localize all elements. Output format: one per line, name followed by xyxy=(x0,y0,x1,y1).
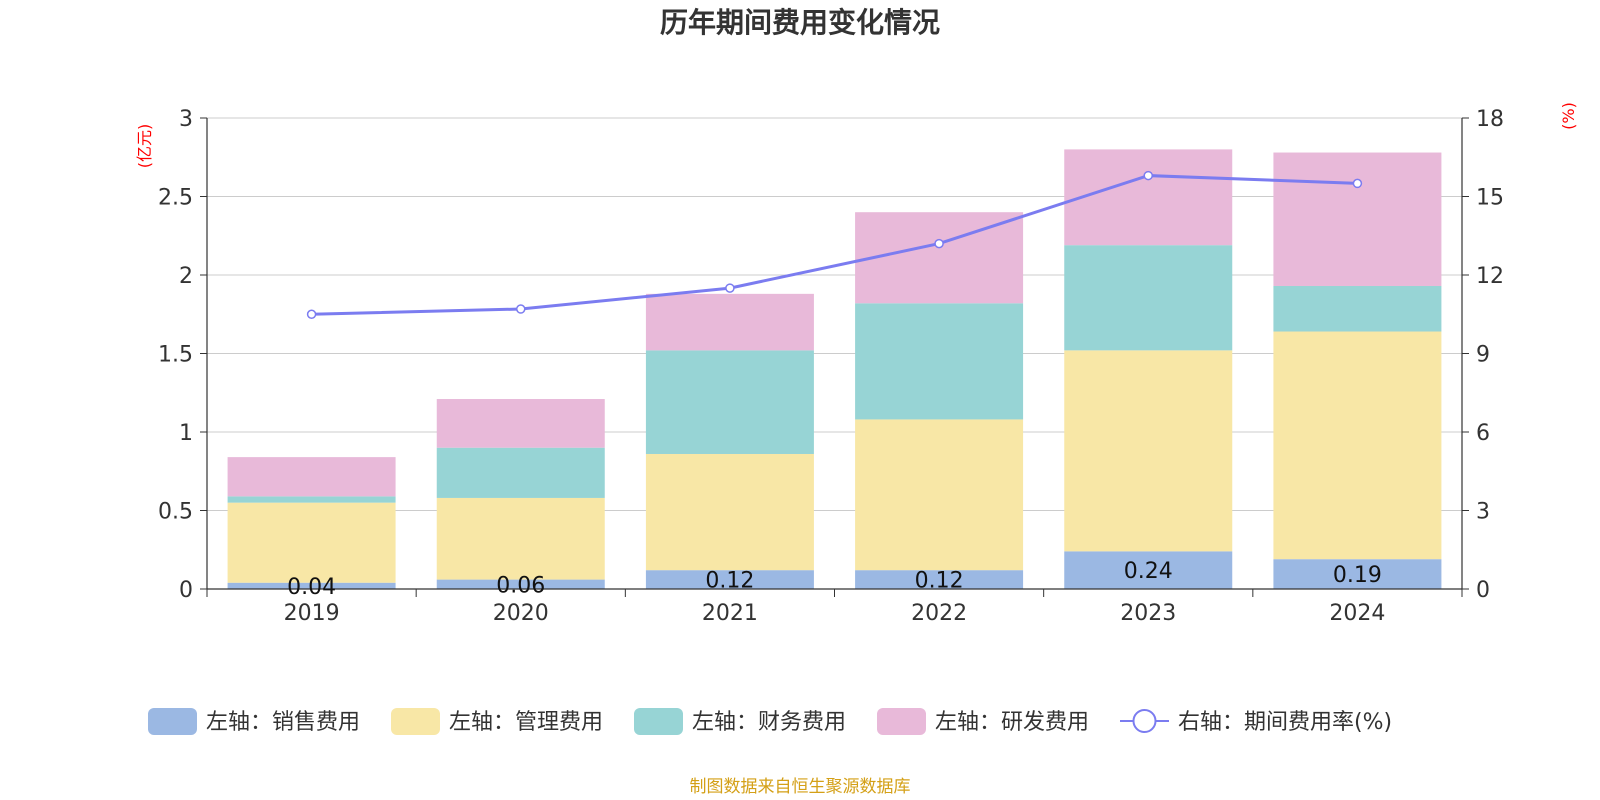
rate-line xyxy=(306,170,1363,319)
left-tick-label: 2.5 xyxy=(158,186,193,211)
bar-segment-3 xyxy=(436,447,605,498)
right-axis-unit: (%) xyxy=(1559,102,1578,130)
right-tick-label: 18 xyxy=(1476,107,1504,132)
legend: 左轴：销售费用 左轴：管理费用 左轴：财务费用 左轴：研发费用 右轴：期间费用率(%) xyxy=(148,708,1392,735)
bar-segment-2 xyxy=(1273,331,1442,560)
bar-segment-3 xyxy=(227,496,396,503)
bar-segment-3 xyxy=(1273,285,1442,332)
bar-segment-1 xyxy=(855,570,1024,589)
bar-segment-2 xyxy=(227,502,396,583)
bar-value-label: 0.12 xyxy=(705,569,754,594)
bar-value-label: 0.19 xyxy=(1333,563,1382,588)
bar-segment-4 xyxy=(436,399,605,448)
bar-segment-2 xyxy=(1064,350,1233,552)
rate-point xyxy=(1143,170,1153,181)
bar-segment-1 xyxy=(645,570,814,589)
bar-segment-3 xyxy=(1064,245,1233,351)
bar-segment-4 xyxy=(1273,152,1442,286)
bars xyxy=(227,149,1442,589)
left-tick-label: 0.5 xyxy=(158,500,193,525)
left-tick-label: 3 xyxy=(179,107,193,132)
rate-point xyxy=(934,238,944,249)
bar-segment-3 xyxy=(645,350,814,454)
bar-value-label: 0.04 xyxy=(287,575,336,600)
source-note: 制图数据来自恒生聚源数据库 xyxy=(690,777,911,797)
legend-label: 左轴：财务费用 xyxy=(692,710,846,735)
legend-swatch xyxy=(877,708,926,735)
legend-label: 左轴：管理费用 xyxy=(449,710,603,735)
legend-label: 左轴：销售费用 xyxy=(206,710,360,735)
bar-segment-4 xyxy=(227,457,396,497)
left-tick-label: 2 xyxy=(179,264,193,289)
bar-segment-4 xyxy=(1064,149,1233,246)
bar-segment-1 xyxy=(436,579,605,589)
right-tick-label: 0 xyxy=(1476,578,1490,603)
bar-segment-3 xyxy=(855,303,1024,420)
legend-swatch xyxy=(148,708,197,735)
x-tick-label: 2021 xyxy=(702,601,758,626)
bar-labels: 0.04 0.06 0.12 0.12 0.24 0.19 xyxy=(287,559,1382,600)
right-tick-label: 12 xyxy=(1476,264,1504,289)
legend-label: 左轴：研发费用 xyxy=(935,710,1089,735)
left-tick-label: 1 xyxy=(179,421,193,446)
rate-point xyxy=(1352,178,1363,189)
right-tick-label: 3 xyxy=(1476,500,1490,525)
legend-label: 右轴：期间费用率(%) xyxy=(1178,710,1392,735)
rate-line-path xyxy=(311,174,1358,316)
axes: 0 0 0.5 3 1 6 1.5 9 2 12 2.5 15 3 18 2019 2020 2021 2022 2… xyxy=(158,107,1504,626)
bar-segment-1 xyxy=(1273,559,1442,589)
bar-segment-2 xyxy=(855,419,1024,571)
bar-segment-4 xyxy=(645,293,814,351)
rate-point xyxy=(516,304,526,314)
rate-point xyxy=(725,283,735,293)
chart-title: 历年期间费用变化情况 xyxy=(660,6,940,39)
x-tick-label: 2019 xyxy=(284,601,340,626)
right-tick-label: 9 xyxy=(1476,343,1490,368)
bar-segment-2 xyxy=(436,497,605,580)
bar-segment-4 xyxy=(855,212,1024,304)
bar-segment-1 xyxy=(227,582,396,589)
left-tick-label: 0 xyxy=(179,578,193,603)
bar-value-label: 0.24 xyxy=(1124,559,1173,584)
gridlines xyxy=(207,117,1462,511)
right-tick-label: 15 xyxy=(1476,186,1504,211)
bar-segment-2 xyxy=(645,453,814,571)
x-tick-label: 2024 xyxy=(1329,601,1385,626)
legend-swatch xyxy=(634,708,683,735)
left-axis-unit: (亿元) xyxy=(135,124,154,169)
bar-segment-1 xyxy=(1064,551,1233,589)
x-tick-label: 2023 xyxy=(1120,601,1176,626)
rate-point xyxy=(306,309,317,319)
right-tick-label: 6 xyxy=(1476,421,1490,446)
x-tick-label: 2020 xyxy=(493,601,549,626)
bar-value-label: 0.06 xyxy=(496,573,545,598)
x-tick-label: 2022 xyxy=(911,601,967,626)
legend-point-swatch xyxy=(1132,709,1157,733)
left-tick-label: 1.5 xyxy=(158,343,193,368)
bar-value-label: 0.12 xyxy=(915,569,964,594)
legend-swatch xyxy=(391,708,440,735)
